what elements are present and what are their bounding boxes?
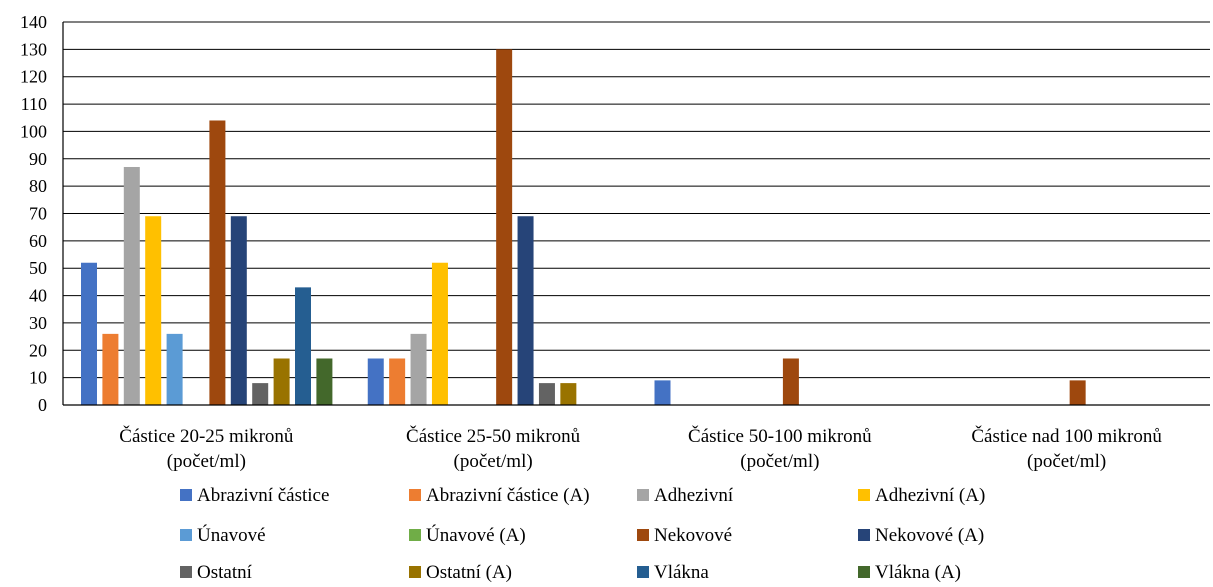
legend-swatch [409,566,421,578]
bar [295,287,311,405]
y-tick-label: 20 [29,340,47,360]
bar [654,380,671,405]
bar [209,120,226,405]
legend-swatch [409,489,421,501]
y-tick-label: 40 [29,286,47,306]
y-tick-label: 50 [29,258,47,278]
bar [273,358,290,405]
legend-item[interactable]: Únavové [180,524,266,546]
bar [230,216,247,405]
legend-swatch [858,566,870,578]
legend-label: Abrazivní částice (A) [426,485,590,506]
y-tick-label: 110 [21,94,47,114]
legend-label: Vlákna [654,562,709,583]
legend-label: Nekovové (A) [875,525,984,546]
y-tick-label: 120 [20,67,47,87]
legend-item[interactable]: Ostatní (A) [409,562,512,583]
y-tick-label: 70 [29,204,47,224]
legend-item[interactable]: Únavové (A) [409,524,526,546]
legend-item[interactable]: Nekovové [637,525,732,546]
x-category-label: (počet/ml) [740,451,819,472]
legend-item[interactable]: Adhezivní [637,485,734,506]
bar [782,358,799,405]
x-category-label: Částice 25-50 mikronů [406,425,581,447]
bar [560,383,577,405]
x-category-labels: Částice 20-25 mikronů (počet/ml) Částice 2… [119,425,1162,472]
y-tick-label: 0 [38,395,47,415]
axes [62,22,1210,406]
y-tick-label: 140 [20,12,47,32]
x-category-label: (počet/ml) [167,451,246,472]
bar [81,262,97,405]
bar [145,216,162,405]
legend-item[interactable]: Ostatní [180,562,253,583]
y-tick-label: 90 [29,149,47,169]
bar [102,333,119,405]
legend-swatch [637,489,649,501]
legend-label: Ostatní (A) [426,562,512,583]
y-tick-label: 130 [20,39,47,59]
bar [389,358,406,405]
legend-label: Vlákna (A) [875,562,961,583]
bar [367,358,384,405]
legend-label: Únavové [197,524,266,546]
y-tick-label: 60 [29,231,47,251]
gridlines [63,21,1210,379]
legend-swatch [409,529,421,541]
legend-swatch [858,529,870,541]
bar [252,383,269,405]
legend-swatch [858,489,870,501]
y-tick-label: 10 [29,368,47,388]
legend-item[interactable]: Abrazivní částice (A) [409,485,590,506]
legend-swatch [180,489,192,501]
legend-item[interactable]: Nekovové (A) [858,525,984,546]
legend-item[interactable]: Vlákna (A) [858,562,961,583]
legend-swatch [180,529,192,541]
x-category-label: Částice nad 100 mikronů [971,425,1162,447]
bar [316,358,333,405]
x-category-label: (počet/ml) [454,451,533,472]
y-tick-label: 30 [29,313,47,333]
bars [81,49,1086,405]
legend-label: Nekovové [654,525,732,546]
bar [517,216,534,405]
bar [1069,380,1086,405]
bar [431,262,448,405]
y-tick-label: 100 [20,121,47,141]
legend-label: Adhezivní (A) [875,485,985,506]
legend-item[interactable]: Vlákna [637,562,709,583]
bar [538,383,555,405]
bar [496,49,513,405]
bar [123,166,140,405]
x-category-label: Částice 50-100 mikronů [688,425,872,447]
legend-swatch [637,529,649,541]
y-tick-labels: 0 10 20 30 40 50 60 70 80 90 100 110 120 130 140 [20,12,47,415]
legend-label: Únavové (A) [426,524,526,546]
legend-label: Ostatní [197,562,253,583]
legend-swatch [180,566,192,578]
bar [410,333,427,405]
y-tick-label: 80 [29,176,47,196]
legend-item[interactable]: Adhezivní (A) [858,485,985,506]
legend-label: Adhezivní [654,485,734,506]
legend[interactable]: Abrazivní částice Abrazivní částice (A) Ad… [180,485,985,583]
x-category-label: (počet/ml) [1027,451,1106,472]
legend-item[interactable]: Abrazivní částice [180,485,329,506]
legend-label: Abrazivní částice [197,485,329,506]
x-category-label: Částice 20-25 mikronů [119,425,294,447]
legend-swatch [637,566,649,578]
bar [166,333,183,405]
